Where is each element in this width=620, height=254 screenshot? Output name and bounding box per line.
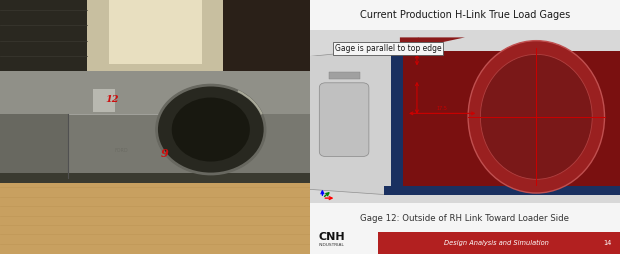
Text: Current Production H-Link True Load Gages: Current Production H-Link True Load Gage…: [360, 10, 570, 20]
Polygon shape: [400, 37, 419, 51]
Text: 9: 9: [161, 149, 169, 160]
Text: 17.5: 17.5: [436, 106, 448, 110]
Polygon shape: [391, 51, 403, 195]
Bar: [0, 173, 310, 183]
Polygon shape: [0, 114, 68, 178]
Bar: [0, 0, 87, 76]
Bar: [329, 72, 360, 79]
Bar: [310, 30, 620, 203]
FancyBboxPatch shape: [319, 83, 369, 156]
Ellipse shape: [480, 54, 592, 179]
Polygon shape: [0, 71, 310, 178]
Text: Gage 12: Outside of RH Link Toward Loader Side: Gage 12: Outside of RH Link Toward Loade…: [360, 214, 570, 223]
Bar: [378, 232, 620, 254]
Bar: [108, 0, 202, 64]
Polygon shape: [400, 37, 620, 51]
Text: 12: 12: [105, 94, 119, 104]
Polygon shape: [400, 51, 620, 186]
Bar: [0, 173, 310, 254]
Polygon shape: [0, 71, 310, 114]
Circle shape: [156, 85, 265, 174]
Text: FORD: FORD: [115, 148, 128, 153]
Polygon shape: [310, 48, 397, 195]
Text: Design Analysis and Simulation: Design Analysis and Simulation: [443, 240, 549, 246]
Bar: [93, 89, 115, 112]
Text: CNH: CNH: [319, 232, 345, 243]
Circle shape: [172, 98, 250, 162]
Polygon shape: [400, 37, 465, 51]
Text: INDUSTRIAL: INDUSTRIAL: [319, 243, 345, 247]
Text: 14: 14: [603, 240, 612, 246]
Text: Gage is parallel to top edge: Gage is parallel to top edge: [335, 44, 441, 54]
Bar: [0, 0, 310, 114]
Polygon shape: [384, 186, 620, 195]
Ellipse shape: [468, 41, 604, 193]
Bar: [223, 0, 310, 71]
Polygon shape: [310, 56, 326, 189]
